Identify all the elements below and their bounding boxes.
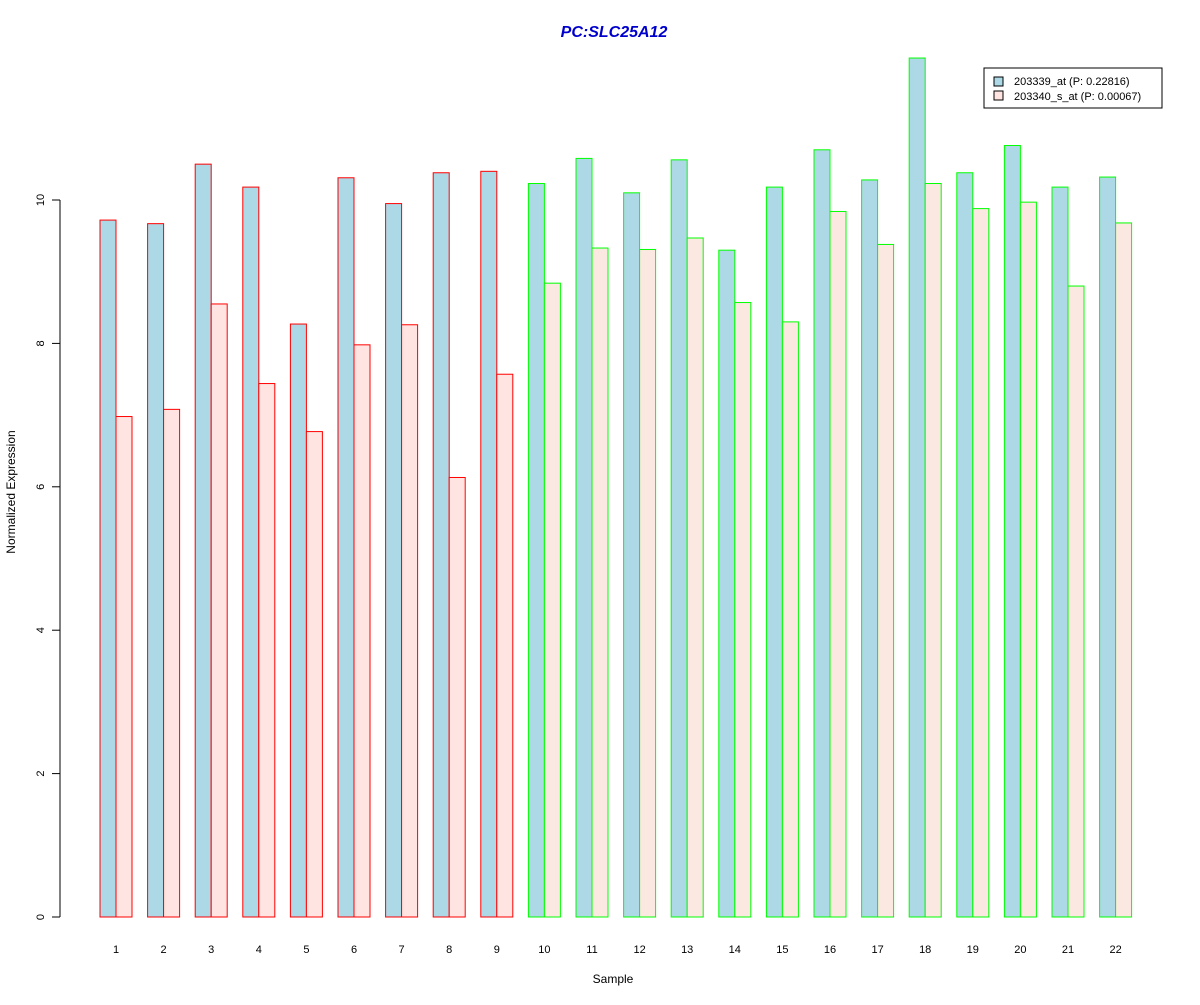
bar-203340-s-at-sample-11 xyxy=(591,247,609,918)
x-axis-tick-label: 19 xyxy=(967,944,979,956)
x-axis-tick-label: 13 xyxy=(681,944,693,956)
bar-203339-at-sample-17 xyxy=(861,179,879,918)
x-axis-tick-label: 16 xyxy=(824,944,836,956)
legend-swatch-203339-at xyxy=(993,76,1004,87)
bar-203340-s-at-sample-7 xyxy=(401,324,419,918)
y-axis-tick-label: 0 xyxy=(35,914,47,920)
bar-203339-at-sample-10 xyxy=(527,183,545,918)
bar-203340-s-at-sample-5 xyxy=(305,431,323,918)
bar-203339-at-sample-20 xyxy=(1003,145,1021,918)
x-axis-tick-label: 15 xyxy=(776,944,788,956)
x-axis-tick-label: 2 xyxy=(161,944,167,956)
x-axis-tick-label: 8 xyxy=(446,944,452,956)
bar-203340-s-at-sample-16 xyxy=(829,210,847,918)
bar-group xyxy=(99,57,1133,918)
bar-203340-s-at-sample-1 xyxy=(115,416,133,918)
x-axis-tick-label: 3 xyxy=(208,944,214,956)
bar-203340-s-at-sample-4 xyxy=(258,383,276,918)
legend-swatch-203340-s-at xyxy=(993,90,1004,101)
bar-203340-s-at-sample-20 xyxy=(1019,201,1037,918)
bar-203340-s-at-sample-9 xyxy=(496,373,514,918)
x-axis-tick-label: 6 xyxy=(351,944,357,956)
bar-203339-at-sample-19 xyxy=(956,172,974,918)
x-axis-tick-label: 10 xyxy=(538,944,550,956)
x-axis-tick-label: 7 xyxy=(399,944,405,956)
legend-box xyxy=(983,67,1163,109)
legend-label-203340-s-at: 203340_s_at (P: 0.00067) xyxy=(1014,91,1141,103)
x-axis-tick-labels: 1 2 3 4 5 6 7 8 9 10 11 12 13 14 15 16 17 18 19 20 21 22 xyxy=(113,944,1122,956)
bar-203339-at-sample-14 xyxy=(718,249,736,918)
bar-203339-at-sample-11 xyxy=(575,157,593,918)
bar-203339-at-sample-13 xyxy=(670,159,688,918)
y-axis-tick-label: 8 xyxy=(35,340,47,346)
y-axis-tick-label: 6 xyxy=(35,484,47,490)
bar-203340-s-at-sample-15 xyxy=(781,321,799,918)
bar-203339-at-sample-7 xyxy=(385,203,403,918)
chart-title: PC:SLC25A12 xyxy=(561,24,668,41)
bar-203340-s-at-sample-6 xyxy=(353,344,371,918)
bar-203339-at-sample-1 xyxy=(99,219,117,918)
x-axis-tick-label: 18 xyxy=(919,944,931,956)
x-axis-tick-label: 1 xyxy=(113,944,119,956)
bar-203340-s-at-sample-13 xyxy=(686,237,704,918)
bar-203340-s-at-sample-10 xyxy=(543,282,561,918)
bar-203340-s-at-sample-22 xyxy=(1115,222,1133,918)
y-axis-label: Normalized Expression xyxy=(4,430,18,553)
bar-203340-s-at-sample-19 xyxy=(972,208,990,918)
y-axis: 0 2 4 6 8 10 xyxy=(35,194,61,920)
bar-203339-at-sample-8 xyxy=(432,172,450,918)
x-axis-tick-label: 12 xyxy=(633,944,645,956)
bar-203339-at-sample-16 xyxy=(813,149,831,918)
x-axis-tick-label: 21 xyxy=(1062,944,1074,956)
bar-203339-at-sample-2 xyxy=(147,223,165,918)
x-axis-tick-label: 9 xyxy=(494,944,500,956)
x-axis-tick-label: 11 xyxy=(586,944,597,956)
bar-203339-at-sample-5 xyxy=(289,323,307,918)
bar-203340-s-at-sample-21 xyxy=(1067,285,1085,918)
bar-203339-at-sample-22 xyxy=(1099,176,1117,918)
x-axis-tick-label: 17 xyxy=(871,944,883,956)
y-axis-tick-label: 2 xyxy=(35,771,47,777)
x-axis-tick-label: 5 xyxy=(303,944,309,956)
y-axis-tick-label: 10 xyxy=(35,194,47,206)
bar-203339-at-sample-3 xyxy=(194,163,212,918)
bar-203340-s-at-sample-3 xyxy=(210,303,228,918)
y-axis-tick-label: 4 xyxy=(35,627,47,633)
bar-203340-s-at-sample-2 xyxy=(163,408,181,918)
bar-203340-s-at-sample-18 xyxy=(924,183,942,918)
bar-203339-at-sample-15 xyxy=(765,186,783,918)
legend-label-203339-at: 203339_at (P: 0.22816) xyxy=(1014,76,1130,88)
bar-203339-at-sample-9 xyxy=(480,170,498,918)
bar-203340-s-at-sample-17 xyxy=(877,243,895,918)
bar-203339-at-sample-4 xyxy=(242,186,260,918)
bar-203339-at-sample-21 xyxy=(1051,186,1069,918)
bar-203340-s-at-sample-14 xyxy=(734,302,752,918)
bar-203340-s-at-sample-8 xyxy=(448,476,466,918)
bar-203339-at-sample-6 xyxy=(337,177,355,918)
bar-203340-s-at-sample-12 xyxy=(639,248,657,918)
x-axis-tick-label: 14 xyxy=(729,944,741,956)
x-axis-label: Sample xyxy=(593,972,634,986)
x-axis-tick-label: 20 xyxy=(1014,944,1026,956)
x-axis-tick-label: 22 xyxy=(1109,944,1121,956)
legend: 203339_at (P: 0.22816) 203340_s_at (P: 0… xyxy=(983,67,1163,109)
bar-203339-at-sample-12 xyxy=(623,192,641,918)
x-axis-tick-label: 4 xyxy=(256,944,262,956)
bar-203339-at-sample-18 xyxy=(908,57,926,918)
